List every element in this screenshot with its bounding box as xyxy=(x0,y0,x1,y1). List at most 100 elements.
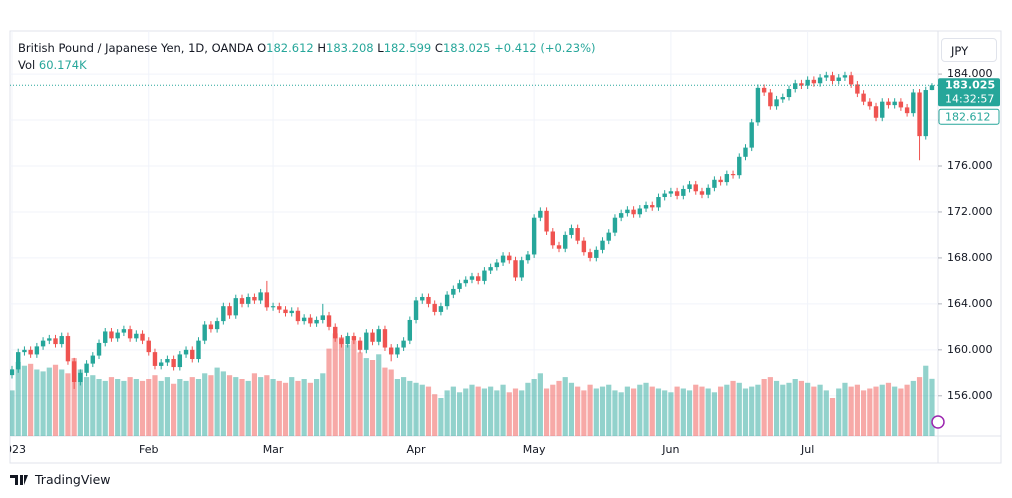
volume-bar xyxy=(46,367,52,436)
candle-body xyxy=(53,338,58,345)
candle-body xyxy=(482,270,487,281)
volume-bar xyxy=(83,377,90,436)
volume-bar xyxy=(662,390,668,436)
volume-bar xyxy=(357,352,363,436)
volume-bar xyxy=(749,386,755,436)
candle-body xyxy=(637,208,643,215)
volume-bar xyxy=(326,348,332,436)
volume-bar xyxy=(686,390,693,436)
x-tick-label: May xyxy=(523,443,546,456)
candle-body xyxy=(507,255,512,261)
candle-body xyxy=(71,361,77,382)
volume-bar xyxy=(892,386,898,436)
volume-bar xyxy=(432,394,438,436)
volume-bar xyxy=(438,398,444,436)
ohlc-value: 182.612 xyxy=(266,41,314,55)
ohlc-value: 182.599 xyxy=(383,41,432,55)
volume-bar xyxy=(550,384,556,436)
volume-bar xyxy=(823,390,829,436)
symbol-title: British Pound / Japanese Yen, 1D, OANDA xyxy=(18,41,254,55)
candle-body xyxy=(413,300,419,320)
legend-main: British Pound / Japanese Yen, 1D, OANDA … xyxy=(18,41,596,55)
candle-body xyxy=(202,324,207,341)
candle-body xyxy=(121,329,127,333)
candle-body xyxy=(239,298,245,304)
candle-body xyxy=(115,332,120,339)
volume-bar xyxy=(401,377,407,436)
ohlc-value: 183.025 xyxy=(442,41,491,55)
volume-bar xyxy=(817,384,823,436)
volume-bar xyxy=(313,379,320,436)
volume-bar xyxy=(742,388,749,436)
volume-bar xyxy=(220,371,226,436)
volume-bar xyxy=(52,364,59,436)
candle-body xyxy=(476,276,481,281)
volume-bar xyxy=(854,384,860,436)
volume-bar xyxy=(587,384,593,436)
volume-bar xyxy=(649,386,655,436)
volume-bar xyxy=(102,380,108,436)
volume-bar xyxy=(469,384,475,436)
volume-bar xyxy=(612,390,618,436)
candle-body xyxy=(339,338,344,345)
candle-body xyxy=(886,101,891,106)
candle-body xyxy=(301,317,307,322)
candle-body xyxy=(880,101,885,118)
volume-bar xyxy=(581,390,587,436)
volume-bar xyxy=(264,375,270,436)
event-icon[interactable] xyxy=(931,415,945,429)
volume-bar xyxy=(425,386,432,436)
candle-body xyxy=(345,336,350,345)
candle-body xyxy=(718,179,723,183)
candle-body xyxy=(513,260,518,278)
volume-bar xyxy=(127,377,133,436)
volume-bar xyxy=(320,373,326,436)
candle-body xyxy=(177,354,183,368)
volume-bar xyxy=(829,398,836,436)
volume-bar xyxy=(836,388,842,436)
x-tick-label: 2023 xyxy=(0,443,26,456)
candle-body xyxy=(152,352,158,366)
volume-bar xyxy=(506,392,512,436)
volume-bar xyxy=(28,363,34,436)
volume-bar xyxy=(65,373,71,436)
volume-bar xyxy=(245,380,251,436)
candle-body xyxy=(488,267,493,271)
volume-bar xyxy=(164,377,170,436)
candle-body xyxy=(103,331,108,343)
candle-body xyxy=(308,317,313,324)
candle-body xyxy=(811,79,817,84)
volume-bar xyxy=(195,379,202,436)
candle-body xyxy=(824,75,829,78)
volume-bar xyxy=(171,383,177,436)
y-tick-label: 172.000 xyxy=(947,205,993,218)
volume-bar xyxy=(270,379,276,436)
candle-body xyxy=(438,306,444,312)
candle-body xyxy=(612,217,618,233)
currency-button[interactable]: JPY xyxy=(941,38,997,62)
volume-bar xyxy=(450,386,456,436)
candle-body xyxy=(705,187,711,195)
candle-body xyxy=(426,296,431,304)
volume-bar xyxy=(394,379,400,436)
volume-bar xyxy=(879,384,885,436)
candle-body xyxy=(569,228,574,235)
candle-body xyxy=(500,255,506,263)
candle-body xyxy=(861,93,866,102)
volume-bar xyxy=(34,369,40,436)
volume-bar xyxy=(792,379,798,436)
volume-bar xyxy=(121,380,127,436)
volume-bar xyxy=(761,379,767,436)
candle-body xyxy=(668,191,674,194)
volume-bar xyxy=(363,358,369,436)
y-tick-label: 160.000 xyxy=(947,343,993,356)
volume-bar xyxy=(711,392,718,436)
volume-bar xyxy=(655,388,662,436)
legend-volume: Vol 60.174K xyxy=(18,58,87,72)
candle-body xyxy=(469,276,475,280)
volume-bar xyxy=(233,377,239,436)
candle-body xyxy=(357,340,363,350)
volume-bar xyxy=(537,373,543,436)
volume-bar xyxy=(382,367,388,436)
volume-bar xyxy=(21,365,28,436)
